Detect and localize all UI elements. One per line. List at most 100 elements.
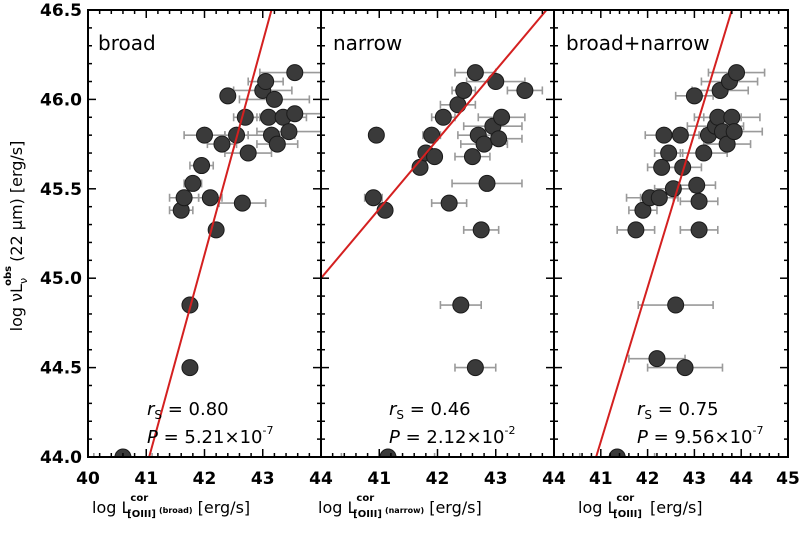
data-point [280, 123, 298, 141]
data-point [423, 126, 441, 144]
data-point [434, 108, 452, 126]
x-axis-title: log Lcor [OIII] [erg/s] [578, 493, 703, 520]
x-tick-label: 41 [589, 469, 613, 489]
panel-frame [553, 9, 789, 458]
data-point [660, 144, 678, 162]
data-point [268, 135, 286, 153]
x-tick-label: 42 [193, 469, 217, 489]
data-point [364, 189, 382, 207]
rs-annotation: rS = 0.46 [389, 399, 471, 422]
x-axis-ticks: 41 42 43 44 45 [589, 469, 800, 489]
y-tick-label: 45.5 [40, 180, 82, 200]
data-point [648, 350, 666, 368]
data-point [193, 157, 211, 175]
x-tick-label: 42 [636, 469, 660, 489]
data-point [213, 135, 231, 153]
data-point [490, 130, 508, 148]
y-tick-label: 46.0 [40, 90, 82, 110]
data-point [655, 126, 673, 144]
x-axis-ticks: 40 41 42 43 44 [76, 469, 333, 489]
data-point [286, 105, 304, 123]
data-point [426, 148, 444, 166]
y-tick-label: 44.5 [40, 359, 82, 379]
data-point [196, 126, 213, 144]
data-point [265, 90, 283, 108]
y-axis-title: log νLνobs(22 μm) [erg/s] [3, 141, 30, 332]
data-point [725, 123, 743, 141]
fit-line [321, 10, 548, 279]
panel-narrow: narrow rS = 0.46 P = 2.12×10-2 41 42 43 44 … [318, 9, 566, 520]
rs-annotation: rS = 0.80 [147, 399, 229, 422]
data-point [667, 296, 685, 314]
data-point [487, 73, 505, 91]
data-point [723, 108, 741, 126]
x-tick-label: 42 [426, 469, 450, 489]
p-annotation: P = 2.12×10-2 [389, 424, 515, 448]
data-point [478, 174, 496, 192]
data-point [463, 148, 481, 166]
x-tick-label: 41 [367, 469, 391, 489]
plot-area [93, 10, 321, 457]
data-point [671, 126, 689, 144]
x-axis-title: log Lcor [OIII] (broad) [erg/s] [92, 493, 250, 520]
fit-line [148, 10, 273, 457]
fit-line [595, 10, 733, 457]
data-point [650, 189, 668, 207]
data-point [260, 108, 278, 126]
x-tick-label: 41 [134, 469, 158, 489]
data-point [690, 221, 708, 239]
panel-label: broad [98, 31, 156, 55]
data-point [653, 158, 671, 176]
data-point [181, 359, 199, 377]
panel-broad: broad rS = 0.80 P = 5.21×10-7 40 41 42 43 44… [76, 9, 333, 520]
panel-label: narrow [333, 31, 402, 55]
data-point [201, 189, 219, 207]
data-point [695, 144, 713, 162]
x-tick-label: 44 [729, 469, 753, 489]
x-tick-label: 44 [309, 469, 333, 489]
panel-label: broad+narrow [566, 31, 710, 55]
y-tick-label: 44.0 [40, 448, 82, 468]
data-point [367, 126, 385, 144]
data-point [219, 87, 237, 105]
data-point [379, 448, 397, 457]
data-point [608, 448, 626, 457]
data-point [466, 359, 484, 377]
p-annotation: P = 5.21×10-7 [147, 424, 273, 448]
plot-area [321, 10, 548, 457]
data-point [286, 64, 304, 82]
data-point [233, 194, 251, 212]
x-tick-label: 43 [683, 469, 707, 489]
data-point [674, 158, 692, 176]
data-point [239, 144, 257, 162]
data-point [688, 176, 706, 194]
data-point [466, 64, 484, 82]
data-point [257, 73, 275, 91]
data-point [676, 359, 694, 377]
y-tick-label: 45.0 [40, 269, 82, 289]
data-point [475, 135, 493, 153]
panel-frame [87, 9, 322, 458]
data-point [440, 194, 458, 212]
data-point [376, 201, 394, 219]
x-axis-title: log Lcor [OIII] (narrow) [erg/s] [318, 493, 482, 520]
plot-area [578, 10, 766, 457]
x-tick-label: 40 [76, 469, 100, 489]
data-point [516, 81, 534, 99]
x-axis-ticks: 41 42 43 44 [367, 469, 566, 489]
y-tick-label: 46.5 [40, 1, 82, 21]
data-point [184, 174, 202, 192]
rs-annotation: rS = 0.75 [637, 399, 719, 422]
x-tick-label: 43 [484, 469, 508, 489]
data-point [685, 87, 703, 105]
x-tick-label: 44 [542, 469, 566, 489]
data-point [452, 296, 470, 314]
data-point [493, 108, 511, 126]
data-point [175, 189, 193, 207]
y-axis-ticks: 44.0 44.5 45.0 45.5 46.0 46.5 [40, 1, 82, 468]
panel-frame [320, 9, 555, 458]
p-annotation: P = 9.56×10-7 [637, 424, 763, 448]
data-point [455, 81, 473, 99]
data-point [690, 192, 708, 210]
data-point [627, 221, 645, 239]
